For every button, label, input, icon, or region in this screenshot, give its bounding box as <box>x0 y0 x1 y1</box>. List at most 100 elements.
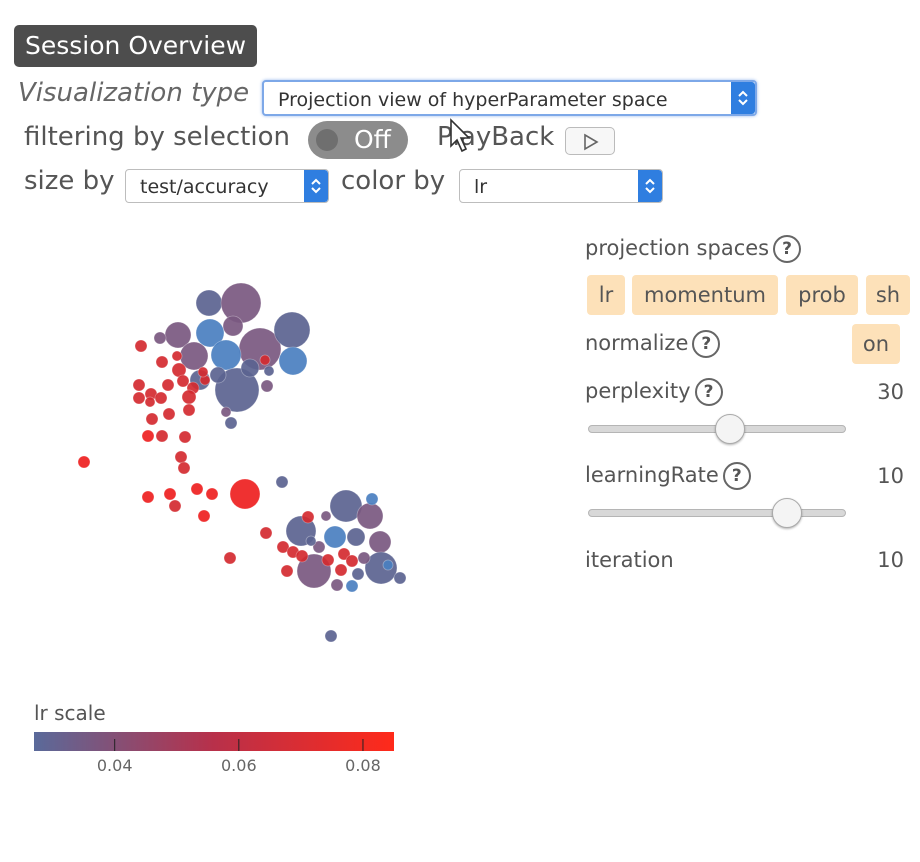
scatter-point[interactable] <box>155 355 169 369</box>
scatter-point[interactable] <box>177 461 191 475</box>
scatter-point[interactable] <box>263 365 275 377</box>
size-by-label: size by <box>24 166 115 196</box>
scatter-point[interactable] <box>260 379 274 393</box>
scatter-point[interactable] <box>275 475 289 489</box>
scatter-point[interactable] <box>210 339 242 371</box>
scatter-point[interactable] <box>214 367 260 413</box>
scatter-point[interactable] <box>351 567 365 581</box>
scatter-point[interactable] <box>345 554 359 568</box>
scatter-point[interactable] <box>334 563 348 577</box>
scatter-point[interactable] <box>197 509 211 523</box>
scatter-point[interactable] <box>393 571 407 585</box>
scatter-point[interactable] <box>345 579 359 593</box>
projection-space-chip-prob[interactable]: prob <box>786 275 858 315</box>
scatter-point[interactable] <box>223 551 237 565</box>
projection-space-chip-sh[interactable]: sh <box>866 275 910 315</box>
scatter-point[interactable] <box>141 429 155 443</box>
learning-rate-slider-track[interactable] <box>588 509 846 517</box>
size-by-select[interactable]: test/accuracy <box>125 169 329 203</box>
projection-space-chip-momentum[interactable]: momentum <box>632 275 778 315</box>
scatter-point[interactable] <box>144 396 156 408</box>
scatter-point[interactable] <box>259 526 273 540</box>
scatter-point[interactable] <box>205 487 219 501</box>
scatter-point[interactable] <box>357 551 371 565</box>
filtering-toggle[interactable]: Off <box>308 121 408 159</box>
visualization-type-value: Projection view of hyperParameter space <box>278 89 668 111</box>
scatter-point[interactable] <box>224 416 238 430</box>
scatter-point[interactable] <box>305 535 317 547</box>
scatter-point[interactable] <box>190 482 204 496</box>
scatter-point[interactable] <box>346 527 366 547</box>
scatter-point[interactable] <box>182 403 196 417</box>
scatter-point[interactable] <box>278 346 308 376</box>
scatter-point[interactable] <box>155 429 169 443</box>
visualization-type-select[interactable]: Projection view of hyperParameter space <box>262 80 757 116</box>
page-title: Session Overview <box>14 25 258 67</box>
scatter-point[interactable] <box>181 389 197 405</box>
scatter-point[interactable] <box>153 331 167 345</box>
normalize-toggle[interactable]: on <box>852 324 900 364</box>
scatter-point[interactable] <box>195 289 223 317</box>
scatter-point[interactable] <box>320 510 332 522</box>
scatter-point[interactable] <box>296 553 332 589</box>
play-icon <box>584 133 599 151</box>
select-arrows-icon <box>731 82 755 114</box>
scatter-point[interactable] <box>132 378 146 392</box>
legend-tick-label: 0.04 <box>97 756 133 775</box>
scatter-point[interactable] <box>162 407 176 421</box>
scatter-point[interactable] <box>364 551 398 585</box>
scatter-point[interactable] <box>209 366 227 384</box>
scatter-point[interactable] <box>132 391 146 405</box>
perplexity-label: perplexity? <box>585 378 723 406</box>
help-icon[interactable]: ? <box>773 235 802 263</box>
scatter-point[interactable] <box>382 559 394 571</box>
scatter-point[interactable] <box>273 311 311 349</box>
scatter-point[interactable] <box>176 374 190 388</box>
color-by-select[interactable]: lr <box>459 169 663 203</box>
scatter-point[interactable] <box>240 358 260 378</box>
scatter-point[interactable] <box>365 492 379 506</box>
scatter-point[interactable] <box>368 530 392 554</box>
scatter-point[interactable] <box>174 450 188 464</box>
scatter-point[interactable] <box>161 378 175 392</box>
scatter-point[interactable] <box>145 412 159 426</box>
scatter-point[interactable] <box>295 549 309 563</box>
scatter-point[interactable] <box>324 629 338 643</box>
scatter-point[interactable] <box>301 510 315 524</box>
scatter-point[interactable] <box>195 318 225 348</box>
scatter-point[interactable] <box>276 540 290 554</box>
scatter-point[interactable] <box>171 350 183 362</box>
help-icon[interactable]: ? <box>722 462 751 490</box>
scatter-point[interactable] <box>220 406 232 418</box>
scatter-point[interactable] <box>168 499 182 513</box>
scatter-point[interactable] <box>163 487 177 501</box>
scatter-point[interactable] <box>356 502 384 530</box>
scatter-point[interactable] <box>154 391 168 405</box>
help-icon[interactable]: ? <box>694 378 723 406</box>
projection-space-chip-lr[interactable]: lr <box>587 275 625 315</box>
scatter-point[interactable] <box>220 282 262 324</box>
scatter-point[interactable] <box>134 339 148 353</box>
scatter-point[interactable] <box>337 547 351 561</box>
scatter-point[interactable] <box>77 455 91 469</box>
scatter-point[interactable] <box>259 354 271 366</box>
scatter-point[interactable] <box>312 540 326 554</box>
help-icon[interactable]: ? <box>692 330 721 358</box>
scatter-point[interactable] <box>330 578 344 592</box>
learning-rate-slider-thumb[interactable] <box>771 498 802 528</box>
scatter-point[interactable] <box>323 525 347 549</box>
scatter-point[interactable] <box>280 564 294 578</box>
scatter-point[interactable] <box>197 366 209 378</box>
scatter-point[interactable] <box>141 490 155 504</box>
perplexity-slider-thumb[interactable] <box>714 414 745 444</box>
color-by-value: lr <box>474 176 488 198</box>
scatter-point[interactable] <box>229 478 261 510</box>
playback-button[interactable] <box>565 127 615 155</box>
scatter-point[interactable] <box>222 315 244 337</box>
scatter-point[interactable] <box>178 430 192 444</box>
projection-spaces-label: projection spaces? <box>585 235 802 263</box>
scatter-point[interactable] <box>321 553 335 567</box>
toggle-state-label: Off <box>354 125 391 154</box>
legend-title: lr scale <box>34 701 106 725</box>
